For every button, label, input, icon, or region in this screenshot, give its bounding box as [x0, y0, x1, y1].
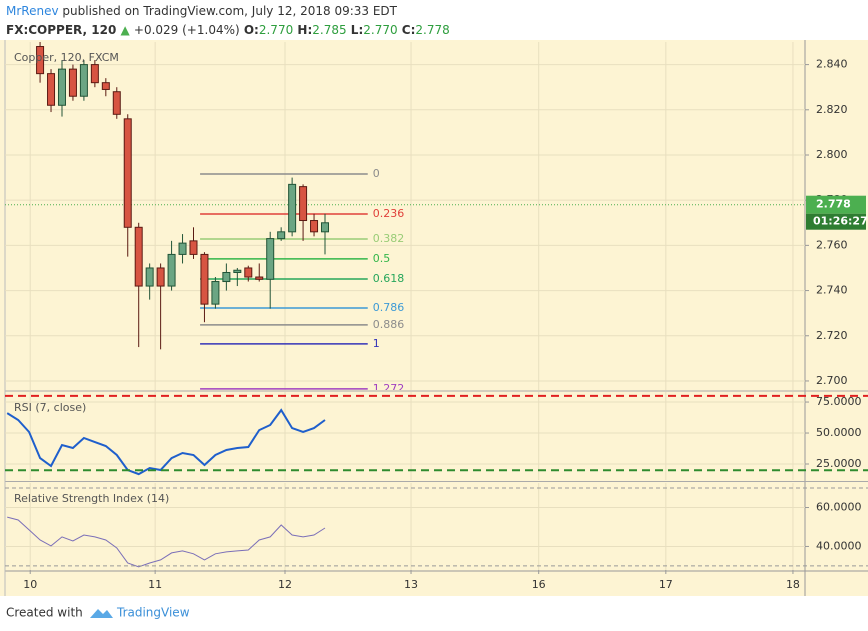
fib-label: 0.236 [373, 207, 405, 220]
candle-body [244, 267, 253, 278]
candle-body [57, 68, 66, 106]
logo-icon [90, 609, 113, 618]
y-tick-label: 40.0000 [816, 539, 862, 552]
x-tick-label: 18 [786, 578, 800, 591]
candle-body [36, 46, 45, 75]
price-marker [806, 195, 866, 214]
x-tick-label: 10 [23, 578, 37, 591]
candle-body [134, 226, 143, 287]
candle-body [189, 240, 198, 255]
candle-body [211, 281, 220, 305]
candle-body [233, 269, 242, 273]
y-tick-label: 2.700 [816, 374, 848, 387]
fib-label: 1 [373, 337, 380, 350]
fib-label: 0.786 [373, 301, 405, 314]
fib-label: 0.618 [373, 272, 405, 285]
candle-body [255, 276, 264, 280]
y-tick-label: 2.740 [816, 284, 848, 297]
fib-label: 0 [373, 167, 380, 180]
header-line-2: FX:COPPER, 120 ▲ +0.029 (+1.04%) O:2.770… [6, 23, 450, 37]
header-line-1: MrRenev published on TradingView.com, Ju… [6, 4, 398, 18]
arrow: ▲ [120, 23, 130, 37]
pane [5, 392, 805, 480]
price-marker-label: 2.778 [816, 198, 851, 211]
candle-body [167, 253, 176, 287]
candle-body [156, 267, 165, 287]
y-tick-label: 75.0000 [816, 395, 862, 408]
y-tick-label: 2.760 [816, 238, 848, 251]
candle-body [299, 186, 308, 222]
x-tick-label: 12 [278, 578, 292, 591]
timer-label: 01:26:27 [813, 215, 868, 228]
timer-box [806, 213, 866, 230]
change: +0.029 (+1.04%) [134, 23, 240, 37]
symbol: FX:COPPER, 120 [6, 23, 116, 37]
y-tick-label: 2.840 [816, 58, 848, 71]
fib-label: 0.382 [373, 232, 405, 245]
candle-body [310, 220, 319, 233]
candle-body [277, 231, 286, 240]
pane: 0 0.236 0.382 0.5 0.618 0.786 0.886 1 1.272 [5, 42, 805, 395]
fib-label: 0.886 [373, 318, 405, 331]
y-tick-label: 2.820 [816, 103, 848, 116]
pane-title: Relative Strength Index (14) [14, 492, 169, 505]
pane-title: RSI (7, close) [14, 401, 86, 414]
l-label: L: [351, 23, 363, 37]
candle-body [145, 267, 154, 287]
y-tick-label: 60.0000 [816, 501, 862, 514]
candle-body [90, 64, 99, 84]
c-value: 2.778 [415, 23, 449, 37]
candle-body [123, 118, 132, 228]
footer-created: Created with [6, 606, 83, 620]
y-tick-label: 25.0000 [816, 457, 862, 470]
candle-body [200, 253, 209, 305]
x-tick-label: 17 [659, 578, 673, 591]
candle-body [288, 183, 297, 233]
series-line [6, 408, 326, 476]
candle-body [222, 271, 231, 283]
candle-body [266, 238, 275, 280]
pane-title: Copper, 120, FXCM [14, 51, 119, 64]
candle-body [178, 242, 187, 255]
background [0, 40, 868, 596]
series-line [7, 516, 326, 568]
author[interactable]: MrRenev [6, 4, 59, 18]
fib-label: 1.272 [373, 382, 405, 395]
h-value: 2.785 [312, 23, 346, 37]
c-label: C: [402, 23, 416, 37]
candle-body [101, 82, 110, 90]
o-value: 2.770 [259, 23, 293, 37]
x-tick-label: 16 [532, 578, 546, 591]
pane [5, 483, 805, 570]
candle-body [47, 73, 56, 106]
o-label: O: [244, 23, 259, 37]
published: published on TradingView.com, July 12, 2… [62, 4, 397, 18]
fib-label: 0.5 [373, 252, 391, 265]
candle-body [79, 64, 88, 97]
x-tick-label: 13 [404, 578, 418, 591]
candle-body [112, 91, 121, 115]
x-tick-label: 11 [148, 578, 162, 591]
l-value: 2.770 [363, 23, 397, 37]
candle-body [321, 222, 329, 233]
y-tick-label: 50.0000 [816, 426, 862, 439]
candle-body [68, 68, 77, 97]
y-tick-label: 2.720 [816, 329, 848, 342]
h-label: H: [297, 23, 312, 37]
y-tick-label: 2.800 [816, 148, 848, 161]
footer-brand[interactable]: TradingView [116, 606, 190, 620]
